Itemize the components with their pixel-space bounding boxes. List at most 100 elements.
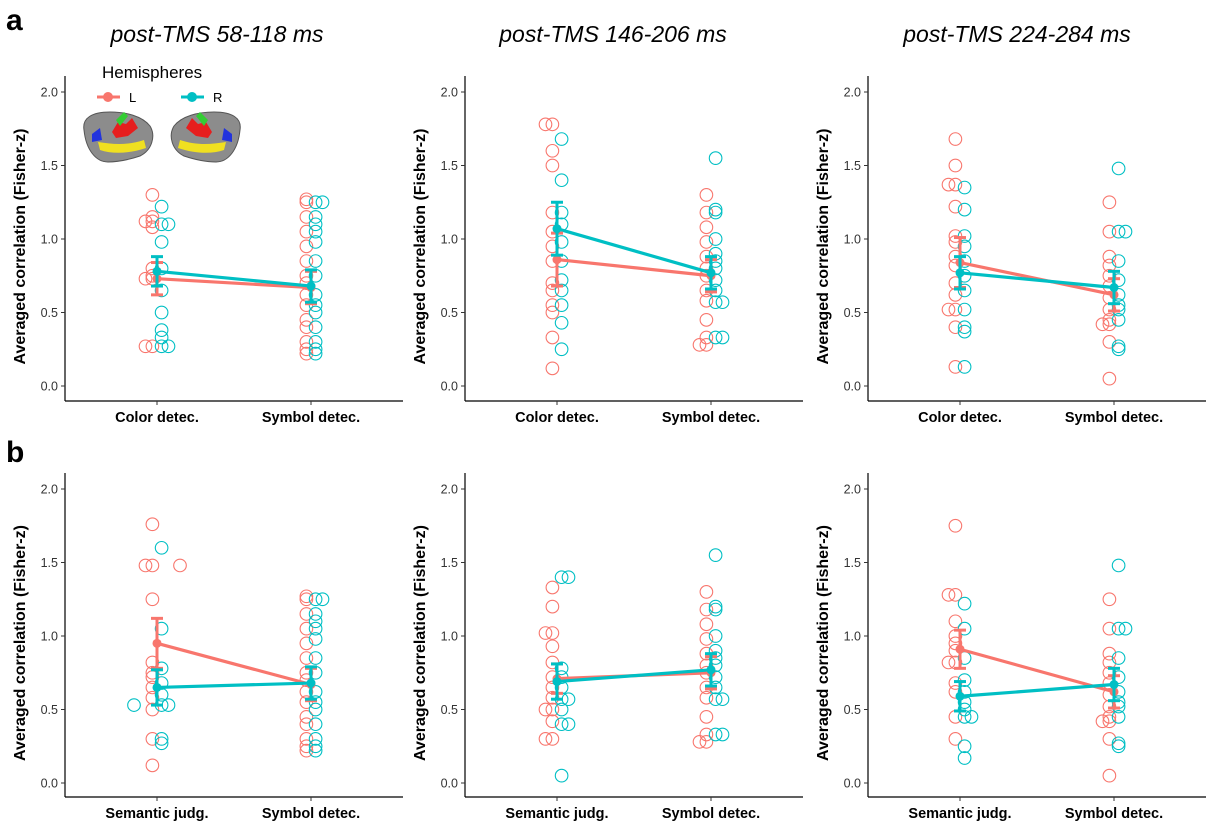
point-L: [699, 734, 714, 749]
point-R: [308, 702, 323, 717]
y-tick-label: 2.0: [41, 86, 58, 100]
y-tick-label: 0.0: [844, 380, 861, 394]
point-R: [957, 324, 972, 339]
column-title-2: post-TMS 146-206 ms: [498, 21, 727, 47]
point-R: [561, 717, 576, 732]
point-R: [708, 548, 723, 563]
mean-line-L: [156, 277, 312, 290]
point-L: [1102, 709, 1117, 724]
point-L: [1102, 317, 1117, 332]
y-tick-label: 2.0: [844, 86, 861, 100]
point-R: [715, 295, 730, 310]
point-L: [145, 188, 160, 202]
point-L: [299, 636, 314, 651]
subplot-b-3: 0.0 0.5 1.0 1.5 2.0 Averaged correlation (Fis…: [815, 473, 1206, 822]
point-L: [299, 739, 314, 754]
brain-right-hemisphere-icon: [170, 111, 241, 163]
point-R: [308, 592, 323, 607]
point-L: [941, 587, 956, 602]
point-R: [308, 607, 323, 621]
mean-line-R: [156, 681, 312, 690]
point-R: [554, 283, 569, 298]
point-L: [699, 617, 714, 632]
panel-letter-a: a: [6, 4, 23, 37]
point-L: [1102, 714, 1117, 729]
point-R: [161, 339, 176, 354]
subplot-b-2: 0.0 0.5 1.0 1.5 2.0 Averaged correlation (Fis…: [412, 473, 803, 822]
point-L: [1102, 646, 1117, 661]
point-L: [1095, 317, 1110, 332]
point-L: [699, 709, 714, 724]
point-L: [1102, 335, 1117, 349]
point-L: [299, 621, 314, 636]
y-tick-label: 1.0: [41, 233, 58, 247]
y-tick-label: 0.5: [41, 306, 58, 320]
point-L: [299, 717, 314, 732]
point-L: [1102, 249, 1117, 264]
point-L: [699, 220, 714, 235]
point-R: [957, 302, 972, 317]
x-tick-label: Color detec.: [515, 410, 599, 426]
point-R: [715, 692, 730, 707]
point-R: [1111, 313, 1126, 327]
point-R: [708, 273, 723, 288]
point-L: [299, 210, 314, 224]
point-R: [1111, 161, 1126, 176]
point-R: [308, 210, 323, 224]
point-L: [545, 283, 560, 298]
point-L: [1102, 371, 1117, 386]
point-R: [154, 330, 169, 345]
point-L: [299, 607, 314, 621]
point-L: [545, 599, 560, 614]
point-R: [315, 195, 330, 210]
point-L: [699, 727, 714, 742]
brain-left-hemisphere-icon: [83, 111, 154, 163]
point-L: [299, 589, 314, 604]
y-tick-label: 0.5: [441, 703, 458, 717]
point-R: [308, 335, 323, 349]
point-R: [554, 235, 569, 249]
subplot-b-1: 0.0 0.5 1.0 1.5 2.0 Averaged correlation (Fis…: [12, 473, 403, 822]
point-L: [941, 302, 956, 317]
point-L: [948, 360, 963, 374]
point-R: [308, 254, 323, 268]
mean-line-R: [959, 682, 1115, 698]
point-L: [538, 117, 553, 132]
point-L: [545, 239, 560, 254]
x-tick-label: Color detec.: [115, 410, 199, 426]
plots: 0.0 0.5 1.0 1.5 2.0 Averaged correlation (Fis…: [12, 76, 1206, 822]
point-R: [708, 330, 723, 345]
point-L: [299, 651, 314, 665]
point-R: [708, 202, 723, 217]
point-R: [1111, 342, 1126, 357]
point-R: [308, 217, 323, 232]
point-R: [957, 320, 972, 335]
y-tick-label: 1.5: [41, 556, 58, 570]
subplot-a-3: 0.0 0.5 1.0 1.5 2.0 Averaged correlation (Fis…: [815, 76, 1206, 426]
point-L: [1102, 268, 1117, 283]
x-tick-label: Symbol detec.: [662, 410, 760, 426]
point-L: [299, 732, 314, 746]
point-L: [692, 337, 707, 352]
x-tick-label: Symbol detec.: [262, 410, 360, 426]
y-axis-label: Averaged correlation (Fisher-z): [815, 129, 832, 365]
point-L: [145, 558, 160, 573]
point-R: [1118, 621, 1133, 636]
y-tick-label: 1.5: [41, 159, 58, 173]
point-L: [299, 346, 314, 361]
point-L: [299, 195, 314, 210]
point-R: [561, 692, 576, 707]
y-tick-label: 2.0: [41, 483, 58, 497]
point-L: [145, 592, 160, 607]
point-L: [145, 665, 160, 680]
point-R: [308, 305, 323, 320]
y-tick-label: 1.5: [844, 556, 861, 570]
legend-label-R: R: [213, 90, 222, 105]
point-L: [545, 639, 560, 654]
y-tick-label: 2.0: [441, 86, 458, 100]
mean-dot-R: [152, 682, 162, 692]
point-R: [708, 599, 723, 614]
point-L: [138, 339, 153, 354]
x-tick-label: Semantic judg.: [105, 806, 208, 822]
